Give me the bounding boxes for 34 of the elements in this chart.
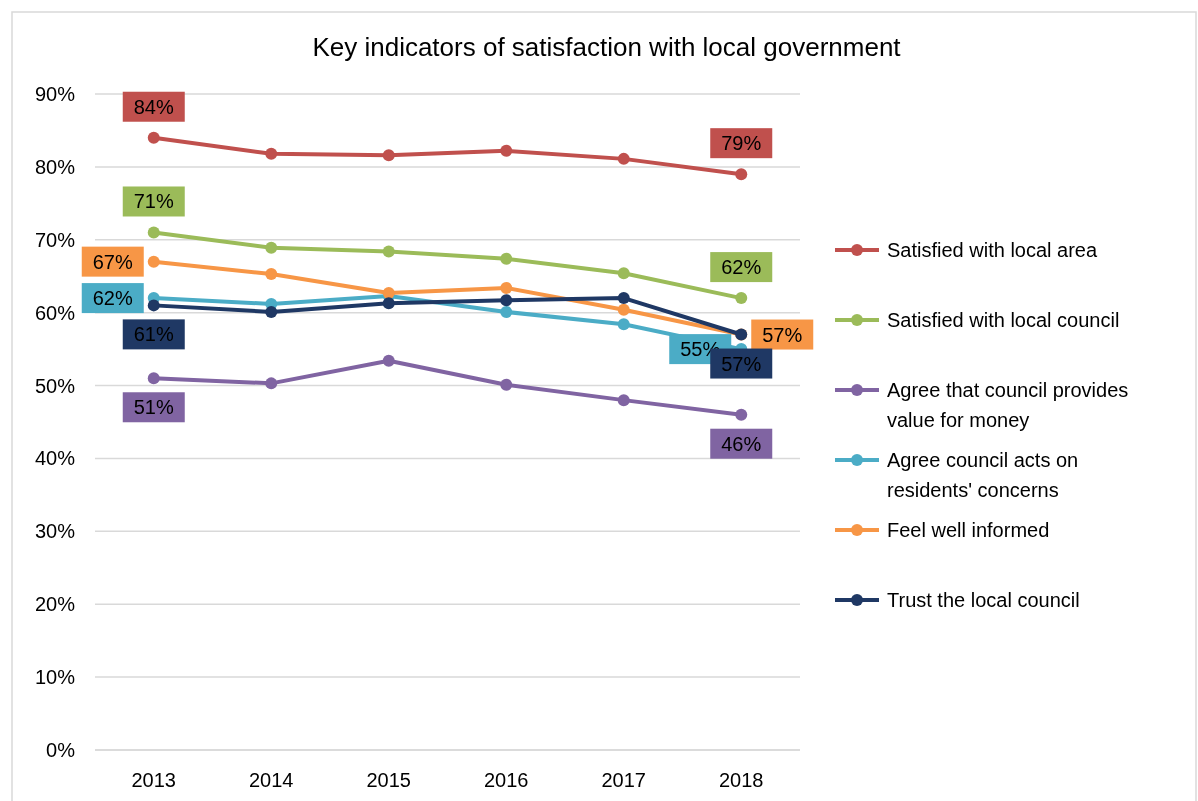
y-tick-label: 70% [34,228,76,251]
data-label: 79% [721,132,762,155]
legend-label: Agree that council provides value for money [887,379,1129,431]
legend-label: Trust the local council [887,589,1080,611]
y-tick-label: 0% [46,739,76,761]
y-tick-label: 80% [34,155,76,178]
legend-label: Satisfied with local area [887,239,1098,261]
data-label: 61% [133,323,174,346]
legend-label: Agree council acts on residents' concerns [887,449,1079,501]
y-tick-label: 50% [34,374,76,397]
y-tick-label: 30% [34,520,76,543]
data-label: 67% [92,250,133,273]
y-tick-label: 90% [34,83,76,105]
x-tick-label: 2014 [249,769,294,791]
data-label: 71% [133,190,174,213]
x-tick-label: 2013 [131,769,176,791]
data-label: 57% [762,323,803,346]
x-tick-label: 2015 [366,769,411,791]
y-tick-label: 10% [34,666,76,689]
data-label: 62% [721,256,762,279]
data-label: 62% [92,287,133,310]
x-tick-label: 2018 [719,769,764,791]
y-tick-label: 20% [34,593,76,616]
data-label: 51% [133,396,174,419]
chart-title: Key indicators of satisfaction with local government [312,32,902,62]
y-tick-label: 40% [34,447,76,470]
data-label: 46% [721,432,762,455]
legend-label: Feel well informed [887,519,1050,541]
data-label: 84% [133,95,174,118]
legend-label: Satisfied with local council [887,309,1120,331]
y-tick-label: 60% [34,301,76,324]
x-tick-label: 2017 [601,769,646,791]
x-tick-label: 2016 [484,769,529,791]
data-label: 57% [721,352,762,375]
